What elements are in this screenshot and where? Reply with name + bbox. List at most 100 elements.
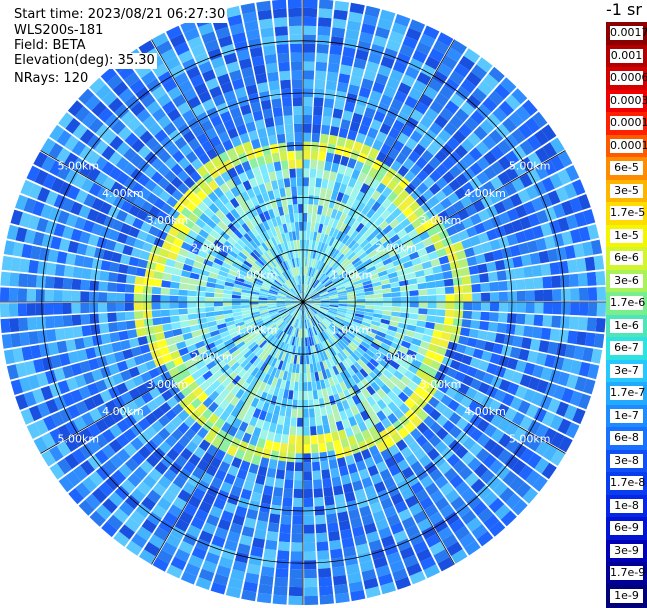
ppi-sector-cell	[274, 116, 284, 126]
range-label-lower-left: 2.00km	[191, 241, 233, 254]
colorbar-tick-label: 6e-5	[610, 161, 643, 175]
ppi-sector-cell	[181, 327, 191, 334]
ppi-sector-cell	[320, 134, 329, 144]
ppi-sector-cell	[274, 586, 288, 596]
ppi-sector-cell	[335, 593, 350, 604]
ppi-sector-cell	[262, 557, 275, 567]
ppi-sector-cell	[316, 169, 323, 179]
ppi-sector-cell	[383, 302, 392, 306]
ppi-sector-cell	[287, 399, 293, 408]
ppi-sector-cell	[260, 457, 269, 467]
ppi-sector-cell	[127, 266, 137, 276]
ppi-sector-cell	[424, 328, 434, 336]
ppi-sector-cell	[534, 290, 543, 301]
ppi-sector-cell	[525, 314, 535, 325]
ppi-sector-cell	[134, 311, 144, 319]
ppi-sector-cell	[18, 288, 27, 301]
ppi-sector-cell	[443, 271, 453, 279]
ppi-sector-cell	[313, 115, 322, 125]
ppi-sector-cell	[272, 496, 282, 506]
ppi-sector-cell	[18, 318, 28, 332]
ppi-sector-cell	[294, 489, 303, 498]
ppi-sector-cell	[311, 222, 316, 231]
ppi-sector-cell	[180, 321, 190, 328]
ppi-sector-cell	[292, 525, 303, 534]
ppi-sector-cell	[261, 566, 275, 577]
ppi-sector-cell	[274, 161, 282, 171]
ppi-sector-cell	[205, 297, 214, 302]
ppi-sector-cell	[280, 151, 288, 161]
ppi-sector-cell	[303, 195, 308, 204]
ppi-sector-cell	[269, 171, 277, 181]
ppi-sector-cell	[258, 511, 270, 522]
range-label-lower-right: 2.00km	[375, 351, 417, 364]
ppi-sector-cell	[281, 196, 287, 206]
colorbar-tick-label: 1e-9	[610, 589, 643, 603]
ppi-sector-cell	[107, 313, 117, 323]
ppi-sector-cell	[481, 302, 490, 311]
ppi-sector-cell	[597, 303, 606, 317]
ppi-sector-cell	[316, 53, 328, 63]
colorbar-tick-label: 1.7e-5	[610, 206, 643, 220]
ppi-sector-cell	[320, 461, 329, 471]
ppi-sector-cell	[291, 61, 302, 70]
ppi-sector-cell	[314, 497, 324, 507]
ppi-sector-cell	[269, 459, 278, 469]
ppi-sector-cell	[290, 569, 303, 578]
ppi-sector-cell	[517, 291, 526, 301]
ppi-sector-cell	[552, 289, 561, 301]
ppi-sector-cell	[223, 298, 232, 302]
ppi-sector-cell	[541, 264, 551, 276]
ppi-sector-cell	[325, 433, 333, 443]
ppi-sector-cell	[303, 338, 305, 347]
ppi-sector-cell	[290, 44, 302, 53]
ppi-sector-cell	[172, 268, 182, 276]
ppi-sector-cell	[318, 559, 331, 569]
ppi-sector-cell	[428, 302, 437, 308]
ppi-sector-cell	[304, 8, 318, 17]
ppi-sector-cell	[311, 151, 318, 160]
colorbar-cell: 1e-9	[606, 585, 647, 608]
colorbar-tick-label: 1.7e-6	[610, 296, 643, 310]
ppi-sector-cell	[288, 0, 302, 8]
ppi-sector-cell	[0, 303, 9, 317]
ppi-sector-cell	[178, 290, 187, 296]
ppi-sector-cell	[427, 309, 436, 316]
ppi-sector-cell	[587, 272, 597, 286]
ppi-sector-cell	[463, 311, 473, 319]
ppi-sector-cell	[480, 312, 490, 321]
colorbar-tick-label: 1e-7	[610, 409, 643, 423]
ppi-sector-cell	[80, 303, 89, 313]
ppi-sector-cell	[178, 303, 187, 309]
ppi-sector-cell	[331, 117, 341, 127]
ppi-sector-cell	[304, 551, 316, 560]
ppi-sector-cell	[303, 222, 307, 231]
ppi-sector-cell	[241, 296, 250, 299]
ppi-sector-cell	[288, 8, 302, 17]
range-label-lower-right: 5.00km	[509, 433, 551, 446]
colorbar: 0.00170.0010.00060.00030.000170.00016e-5…	[606, 22, 647, 607]
ppi-sector-cell	[543, 303, 552, 315]
ppi-sector-cell	[401, 291, 410, 297]
ppi-sector-cell	[444, 279, 454, 287]
ppi-sector-cell	[410, 296, 419, 301]
ppi-sector-cell	[318, 17, 332, 27]
ppi-sector-cell	[356, 296, 365, 299]
ppi-sector-cell	[297, 427, 303, 436]
ppi-sector-cell	[330, 423, 338, 433]
ppi-sector-cell	[525, 278, 535, 289]
ppi-sector-cell	[264, 440, 273, 450]
ppi-sector-cell	[497, 323, 507, 333]
ppi-sector-cell	[330, 549, 343, 559]
ppi-sector-cell	[196, 302, 205, 307]
ppi-sector-cell	[479, 321, 489, 331]
ppi-sector-cell	[297, 186, 302, 195]
colorbar-tick-label: 3e-7	[610, 364, 643, 378]
ppi-sector-cell	[356, 305, 365, 308]
ppi-sector-cell	[532, 265, 542, 277]
colorbar-cell: 1e-8	[606, 495, 647, 518]
ppi-sector-cell	[266, 531, 278, 541]
ppi-sector-cell	[550, 262, 560, 275]
ppi-sector-cell	[489, 312, 499, 322]
ppi-sector-cell	[310, 417, 316, 426]
